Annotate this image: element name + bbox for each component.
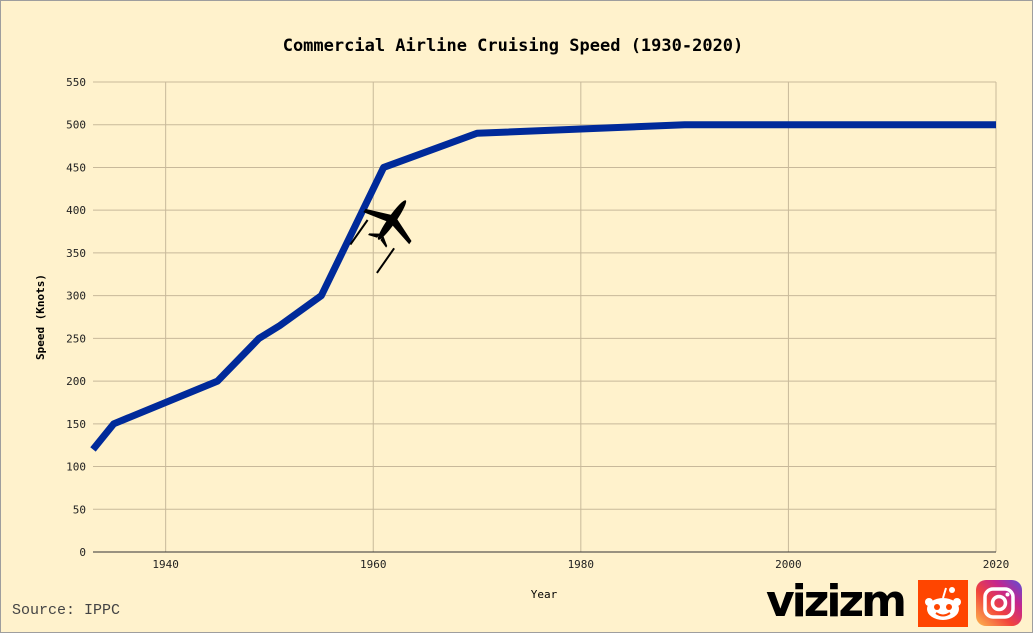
y-tick-label: 300: [66, 290, 86, 303]
y-tick-label: 250: [66, 332, 86, 345]
y-tick-label: 550: [66, 76, 86, 89]
source-note: Source: IPPC: [12, 602, 121, 619]
instagram-icon[interactable]: [976, 580, 1022, 626]
x-tick-label: 1940: [152, 558, 179, 571]
x-tick-label: 1960: [360, 558, 387, 571]
y-tick-label: 50: [73, 503, 86, 516]
y-tick-label: 500: [66, 119, 86, 132]
chart-title: Commercial Airline Cruising Speed (1930-…: [283, 36, 744, 56]
series-line: [90, 121, 996, 452]
y-tick-label: 350: [66, 247, 86, 260]
x-axis-label: Year: [531, 588, 558, 601]
y-tick-label: 100: [66, 461, 86, 474]
y-tick-label: 0: [79, 546, 86, 559]
y-tick-label: 150: [66, 418, 86, 431]
y-tick-label: 400: [66, 204, 86, 217]
airplane-icon: [349, 200, 412, 274]
brand-logo: vizizm: [766, 576, 907, 627]
reddit-icon[interactable]: [918, 580, 968, 627]
y-tick-label: 450: [66, 161, 86, 174]
x-tick-label: 1980: [568, 558, 595, 571]
y-tick-label: 200: [66, 375, 86, 388]
y-axis-label: Speed (Knots): [34, 274, 47, 360]
x-tick-label: 2000: [775, 558, 802, 571]
x-tick-label: 2020: [983, 558, 1010, 571]
